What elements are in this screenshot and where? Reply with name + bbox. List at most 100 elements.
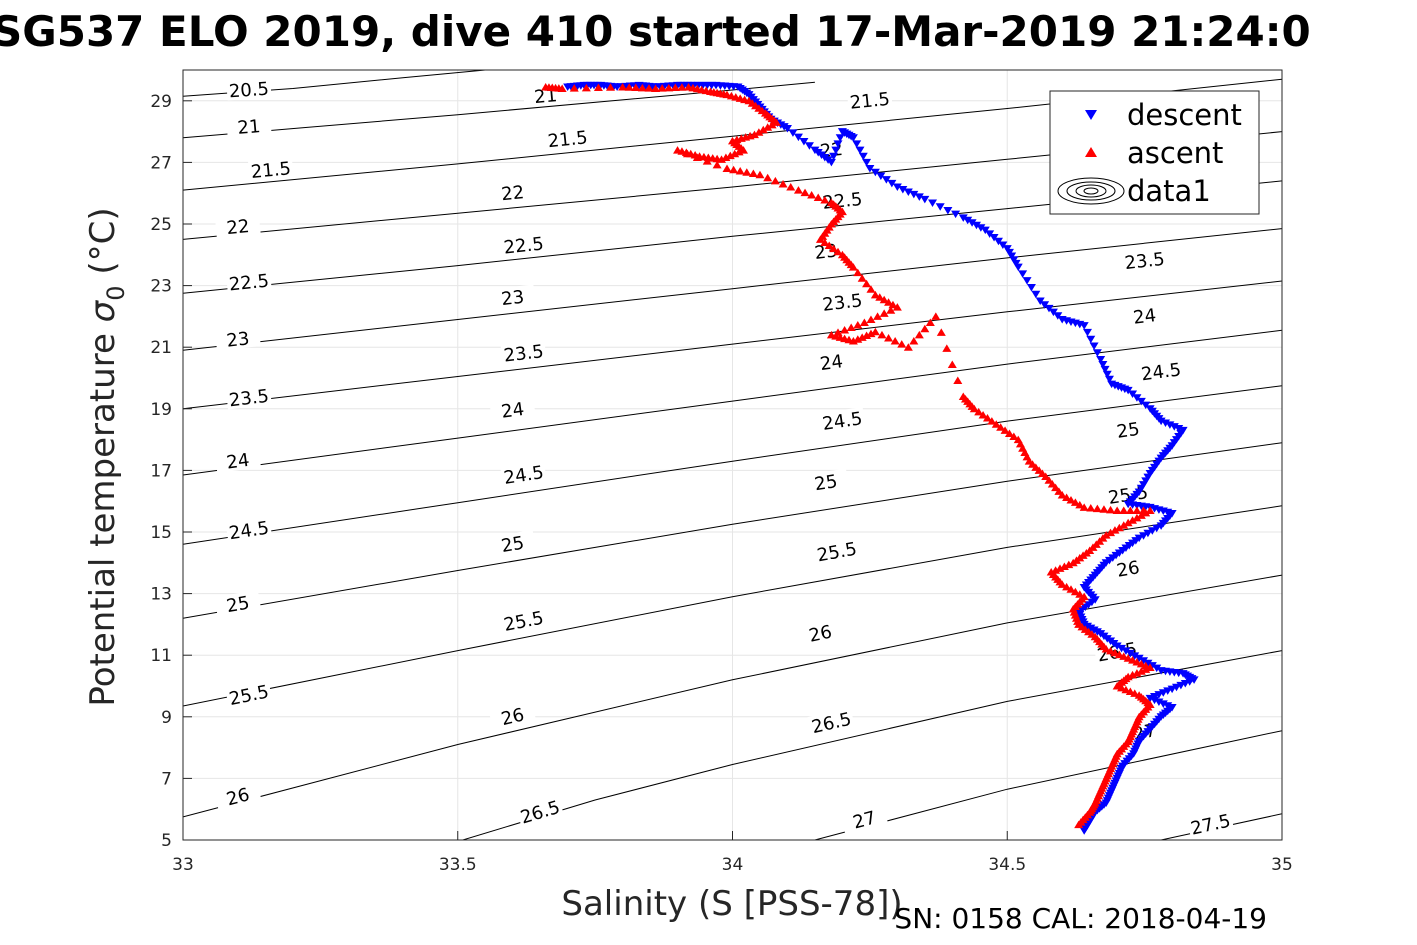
ascent-point (1125, 506, 1135, 514)
contour-label-bg (846, 87, 893, 112)
contour-label: 23.5 (503, 341, 545, 367)
contour-label: 22.5 (228, 271, 270, 296)
ascent-point (1114, 523, 1124, 532)
ascent-point (925, 318, 935, 327)
contour-line (183, 280, 1282, 410)
contour-label-bg (807, 707, 855, 737)
descent-point (835, 134, 845, 142)
contour-label-bg (489, 180, 536, 205)
descent-point (1143, 529, 1153, 538)
ascent-point (1070, 587, 1080, 596)
ascent-point (657, 84, 667, 92)
contour-label-bg (499, 606, 548, 635)
contour-legend-icon (1057, 177, 1125, 205)
descent-point (914, 193, 924, 201)
contour-label: 22 (226, 216, 251, 239)
contour-label: 20.5 (228, 79, 269, 103)
ascent-point (1066, 585, 1076, 593)
series-descent (563, 81, 1199, 835)
ascent-point (833, 247, 843, 256)
ascent-point (820, 238, 830, 246)
ascent-point (581, 83, 591, 92)
ascent-point (875, 293, 885, 301)
contour-label-bg (247, 157, 294, 182)
legend: descent ascent data1 (1049, 90, 1260, 215)
ascent-point (1145, 506, 1155, 514)
descent-point (1102, 370, 1112, 379)
descent-point (1092, 349, 1102, 357)
legend-ascent-marker-icon (1085, 147, 1097, 157)
contour-label: 22.5 (503, 233, 545, 258)
contour-label-bg (214, 326, 261, 351)
ascent-point (866, 285, 876, 293)
descent-point (967, 219, 977, 227)
ascent-point (793, 186, 803, 194)
ascent-point (1070, 498, 1080, 506)
descent-point (1156, 522, 1166, 530)
ascent-point (903, 343, 913, 351)
contour-line (183, 442, 1282, 619)
contour-label-bg (515, 795, 564, 828)
contour-label-bg (1121, 302, 1168, 329)
contour-label-bg (489, 396, 536, 423)
ascent-point (1057, 580, 1067, 588)
y-tick-label: 9 (161, 708, 172, 728)
ascent-point (624, 83, 634, 91)
ascent-point (886, 306, 896, 314)
contour-label-bg (226, 114, 272, 138)
ascent-point (557, 84, 567, 92)
calibration-footer: SN: 0158 CAL: 2018-04-19 (894, 902, 1267, 935)
contour-label-bg (225, 269, 272, 294)
y-tick-label: 5 (161, 831, 172, 851)
ascent-point (1009, 432, 1019, 441)
descent-point (848, 134, 858, 142)
descent-point (829, 152, 839, 161)
ascent-point (942, 344, 952, 352)
density-contours: 20.5212121.521.521.522222222.522.522.523… (183, 70, 1282, 840)
legend-data1-label: data1 (1127, 174, 1211, 208)
descent-point (1031, 290, 1041, 299)
descent-point (976, 224, 986, 232)
ascent-point (974, 407, 984, 416)
contour-label-bg (1186, 809, 1234, 839)
ascent-point (1132, 513, 1142, 522)
descent-point (1125, 649, 1135, 658)
ascent-point (758, 125, 768, 134)
contour-label: 21 (237, 116, 262, 139)
descent-point (826, 158, 836, 167)
descent-point (935, 203, 945, 211)
y-axis-label-symbol: σ (83, 299, 123, 322)
descent-point (920, 195, 930, 204)
ascent-point (978, 410, 988, 419)
ascent-point (897, 340, 907, 348)
contour-label: 26 (499, 704, 526, 730)
ascent-point (1092, 504, 1102, 513)
descent-point (865, 165, 875, 173)
contour-label-bg (225, 680, 273, 709)
ascent-point (1106, 505, 1116, 514)
ascent-point (1075, 500, 1085, 509)
x-tick-label: 33.5 (439, 855, 477, 875)
ascent-point (1119, 506, 1129, 514)
descent-point (855, 146, 865, 155)
y-axis-label-sub: 0 (102, 285, 130, 300)
contour-line (183, 574, 1282, 818)
ascent-point (1057, 491, 1067, 499)
ascent-point (712, 160, 722, 169)
contour-label-bg (808, 348, 855, 375)
ascent-point (936, 328, 946, 336)
contour-label-bg (796, 618, 844, 647)
y-tick-label: 25 (150, 215, 172, 235)
ascent-point (914, 330, 924, 339)
ascent-point (1066, 495, 1076, 504)
legend-item-data1: data1 (1057, 174, 1211, 208)
legend-box (1049, 90, 1260, 215)
y-axis-label-suffix: (°C) (83, 207, 123, 285)
y-tick-label: 27 (150, 153, 172, 173)
descent-point (1098, 360, 1108, 369)
ascent-point (853, 268, 863, 277)
ascent-point (1099, 505, 1109, 513)
descent-point (1086, 335, 1096, 344)
series-ascent (541, 82, 1155, 829)
ascent-point (702, 157, 712, 165)
